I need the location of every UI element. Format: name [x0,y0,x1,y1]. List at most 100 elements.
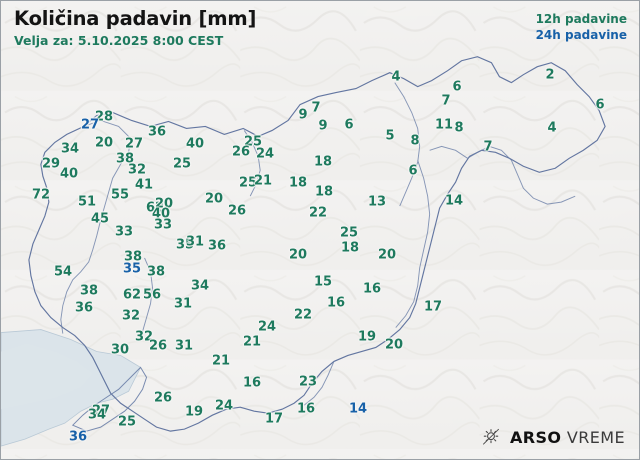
station-value-12h: 19 [184,404,204,420]
station-value-12h: 28 [94,109,114,125]
station-value-12h: 40 [59,166,79,182]
brand-text: ARSO VREME [510,428,625,447]
header: Količina padavin [mm] Velja za: 5.10.202… [14,7,256,49]
station-value-12h: 19 [357,329,377,345]
brand-name-arso: ARSO [509,427,562,447]
station-value-12h: 35 [175,237,195,253]
station-value-12h: 16 [296,401,316,417]
station-value-12h: 27 [91,403,111,419]
station-value-12h: 14 [444,193,464,209]
station-value-12h: 25 [339,225,359,241]
station-value-12h: 22 [293,307,313,323]
station-value-24h: 27 [80,117,100,133]
station-value-12h: 6 [344,117,354,133]
sun-cloud-icon [481,427,501,447]
station-value-12h: 18 [288,175,308,191]
station-value-12h: 36 [207,238,227,254]
station-value-12h: 6 [595,97,605,113]
station-value-12h: 21 [253,173,273,189]
station-value-12h: 17 [423,299,443,315]
station-value-12h: 9 [298,107,308,123]
station-value-12h: 20 [204,191,224,207]
station-value-12h: 45 [90,211,110,227]
station-value-12h: 30 [110,342,130,358]
station-value-12h: 18 [340,240,360,256]
station-value-12h: 38 [115,151,135,167]
coastline [71,366,148,432]
map-subtitle-validity: Velja za: 5.10.2025 8:00 CEST [14,33,224,48]
station-value-12h: 25 [243,134,263,150]
station-value-12h: 22 [308,205,328,221]
station-value-12h: 40 [151,206,171,222]
station-value-12h: 54 [53,264,73,280]
station-value-12h: 21 [242,334,262,350]
station-value-12h: 33 [114,224,134,240]
station-value-12h: 34 [60,141,80,157]
station-value-12h: 55 [110,187,130,203]
station-value-12h: 25 [117,414,137,430]
station-value-12h: 31 [174,338,194,354]
station-value-12h: 20 [384,337,404,353]
station-value-12h: 56 [142,287,162,303]
station-value-12h: 62 [145,200,165,216]
station-value-12h: 25 [172,156,192,172]
station-value-12h: 31 [185,234,205,250]
station-value-12h: 27 [124,136,144,152]
station-value-12h: 38 [146,264,166,280]
legend-item-24h: 24h padavine [535,28,627,42]
station-value-12h: 20 [288,247,308,263]
station-value-12h: 23 [298,374,318,390]
station-value-12h: 26 [231,144,251,160]
station-value-12h: 62 [122,287,142,303]
station-value-12h: 18 [314,184,334,200]
station-value-12h: 7 [441,93,451,109]
station-value-12h: 38 [79,283,99,299]
station-value-12h: 72 [31,187,51,203]
station-value-12h: 38 [123,249,143,265]
brand-logo: ARSO VREME [481,427,625,447]
station-value-12h: 8 [454,120,464,136]
station-value-12h: 24 [255,146,275,162]
station-value-12h: 26 [227,203,247,219]
station-value-12h: 34 [190,278,210,294]
station-value-12h: 25 [238,175,258,191]
station-value-12h: 41 [134,177,154,193]
station-value-12h: 4 [391,69,401,85]
station-value-12h: 13 [367,194,387,210]
station-value-12h: 16 [242,375,262,391]
station-value-12h: 24 [214,398,234,414]
station-value-12h: 8 [410,133,420,149]
station-value-12h: 7 [483,139,493,155]
station-value-12h: 33 [153,217,173,233]
national-border [28,56,606,432]
station-value-12h: 36 [147,124,167,140]
station-value-12h: 20 [377,247,397,263]
station-value-12h: 31 [173,296,193,312]
station-value-12h: 4 [547,120,557,136]
station-value-12h: 5 [385,128,395,144]
station-value-24h: 14 [348,401,368,417]
station-value-12h: 20 [154,196,174,212]
legend: 12h padavine 24h padavine [536,11,627,43]
station-value-12h: 51 [77,194,97,210]
station-value-12h: 2 [545,67,555,83]
brand-name-vreme: VREME [566,427,625,447]
station-value-12h: 20 [94,135,114,151]
station-value-12h: 32 [127,162,147,178]
internal-boundaries [60,82,576,406]
station-value-12h: 32 [134,329,154,345]
station-value-12h: 26 [148,338,168,354]
station-value-12h: 36 [74,300,94,316]
station-value-12h: 29 [41,156,61,172]
station-value-12h: 9 [318,118,328,134]
station-value-12h: 15 [313,274,333,290]
station-value-24h: 35 [122,261,142,277]
station-value-12h: 17 [264,411,284,427]
station-value-12h: 32 [121,308,141,324]
station-value-12h: 6 [452,79,462,95]
station-value-12h: 11 [434,117,454,133]
station-value-12h: 7 [311,100,321,116]
page-title: Količina padavin [mm] [14,7,257,30]
